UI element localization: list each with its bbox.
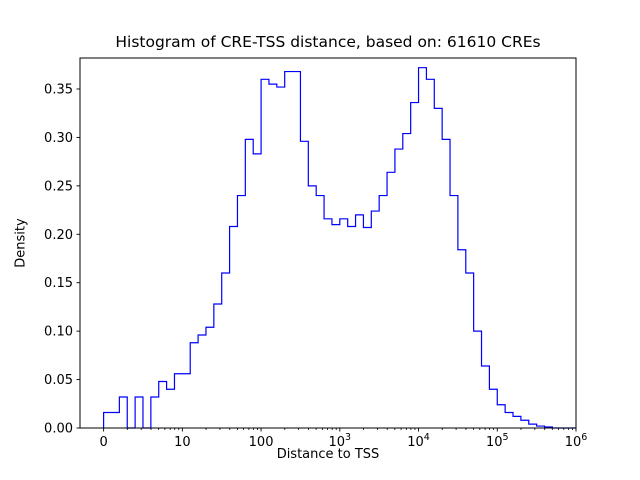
axes-frame	[79, 57, 577, 429]
y-ticks: 0.00 0.05 0.10 0.15 0.20 0.25 0.30 0.35	[44, 82, 80, 437]
x-tick-label: 103	[329, 432, 352, 450]
x-tick-label: 100	[249, 435, 274, 450]
y-axis-label: Density	[13, 218, 29, 268]
y-tick-label: 0.30	[44, 131, 73, 146]
x-tick-label: 104	[407, 432, 430, 450]
y-tick-label: 0.10	[44, 325, 73, 340]
y-tick-label: 0.35	[44, 82, 73, 97]
x-ticks: 0 10 100 103 104 105 106	[99, 428, 587, 450]
y-tick-label: 0.15	[44, 276, 73, 291]
x-tick-label: 106	[565, 432, 588, 450]
x-tick-label: 105	[486, 432, 509, 450]
y-tick-label: 0.05	[44, 373, 73, 388]
chart-title: Histogram of CRE-TSS distance, based on:…	[115, 33, 541, 51]
x-tick-label: 0	[99, 435, 107, 450]
y-tick-label: 0.20	[44, 228, 73, 243]
histogram-step-line	[103, 67, 576, 429]
x-tick-label: 10	[174, 435, 191, 450]
y-tick-label: 0.25	[44, 179, 73, 194]
x-axis-label: Distance to TSS	[276, 447, 380, 462]
y-tick-label: 0.00	[44, 422, 73, 437]
